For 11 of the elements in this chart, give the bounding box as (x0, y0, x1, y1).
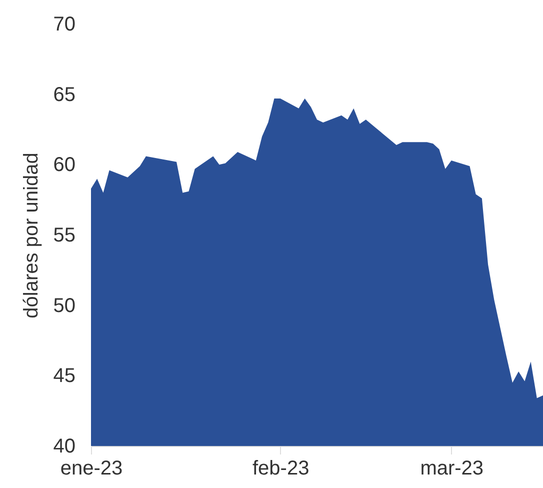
y-tick-label: 45 (53, 365, 76, 388)
y-axis-title: dólares por unidad (20, 152, 42, 318)
y-tick-label: 40 (53, 436, 76, 458)
y-tick-label: 60 (53, 154, 76, 176)
y-tick-label: 65 (53, 84, 76, 106)
x-tick-label: feb-23 (252, 458, 310, 480)
x-tick-label: mar-23 (420, 458, 484, 480)
y-tick-label: 50 (53, 294, 76, 317)
y-tick-label: 70 (53, 14, 76, 36)
x-tick-label: ene-23 (60, 458, 123, 480)
y-tick-label: 55 (53, 224, 76, 246)
